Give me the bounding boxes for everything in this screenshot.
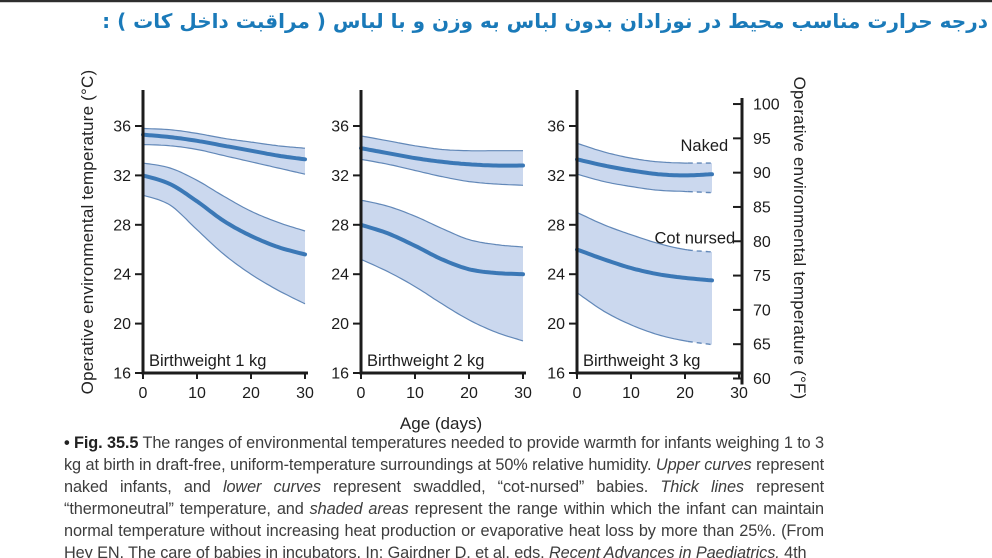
y-tick-label: 20	[547, 316, 565, 333]
thermoneutral-line-cot-nursed	[359, 222, 525, 277]
band-edge-upper-cot-nursed	[142, 162, 306, 232]
f-tick-label: 70	[753, 302, 771, 319]
band-edge-upper-naked	[360, 135, 523, 152]
caption-segment: represent “thermoneutral” temperature, a…	[64, 478, 825, 518]
band-fill-cot-nursed	[143, 163, 305, 304]
band-fill-cot-nursed	[361, 200, 523, 341]
x-tick-label: 0	[573, 385, 582, 402]
panel-title: Birthweight 1 kg	[149, 352, 266, 370]
thermoneutral-line-naked	[359, 146, 525, 168]
band-edge-upper-cot-nursed	[576, 211, 688, 251]
caption-segment: represent swaddled, “cot-nursed” babies.	[320, 478, 661, 496]
caption-segment: shaded areas	[309, 500, 409, 518]
y-tick-label: 16	[331, 366, 349, 383]
band-edge-lower-naked	[360, 158, 524, 186]
f-tick-label: 85	[753, 199, 771, 216]
f-tick-label: 80	[753, 234, 771, 251]
thermoneutral-line-cot-nursed	[575, 247, 714, 283]
f-tick-label: 100	[753, 97, 780, 114]
top-divider	[0, 0, 992, 3]
band-edge-lower-cot-nursed	[360, 258, 524, 342]
x-tick-label: 20	[242, 385, 260, 402]
caption-segment: Recent Advances in Paediatrics.	[549, 544, 780, 558]
caption-segment: Thick lines	[660, 478, 744, 496]
y-tick-label: 32	[331, 168, 349, 185]
annotation-cot-nursed: Cot nursed	[655, 229, 736, 247]
x-tick-label: 20	[460, 385, 478, 402]
thermoneutral-line-cot-nursed	[141, 173, 307, 257]
band-edge-lower-cot-nursed	[576, 292, 688, 342]
x-tick-label: 0	[139, 385, 148, 402]
chart-birthweight-3kg: 16 20 24 28 32 36 0 10 20 30 60 65 70 75 80 85 90 95 100 Na…	[547, 90, 780, 402]
f-tick-label: 90	[753, 165, 771, 182]
figure-35-5: Operative environmental temperature (°C)…	[0, 69, 992, 433]
caption-segment: • Fig. 35.5	[64, 434, 139, 452]
y-tick-label: 28	[547, 217, 565, 234]
y-tick-label: 16	[547, 366, 565, 383]
annotation-naked: Naked	[680, 137, 728, 155]
panel-title: Birthweight 2 kg	[367, 352, 484, 370]
x-tick-label: 30	[514, 385, 532, 402]
band-fill-cot-nursed	[577, 212, 712, 345]
x-tick-label: 10	[622, 385, 640, 402]
y-tick-label: 32	[547, 168, 565, 185]
f-tick-label: 60	[753, 371, 771, 388]
x-tick-label: 30	[730, 385, 748, 402]
caption-segment: The ranges of environmental temperatures…	[64, 434, 824, 474]
x-tick-label: 0	[357, 385, 366, 402]
x-tick-label: 20	[676, 385, 694, 402]
x-axis-title: Age (days)	[399, 414, 483, 433]
right-axis-label-fahrenheit: Operative environmental temperature (°F)	[790, 76, 809, 400]
left-axis-label-celsius: Operative environmental temperature (°C)	[78, 69, 97, 395]
x-tick-label: 30	[296, 385, 314, 402]
caption-segment: represent naked infants, and	[64, 456, 824, 496]
y-tick-label: 28	[331, 217, 349, 234]
band-edge-lower-naked	[576, 173, 688, 193]
thermoneutral-line-naked	[141, 132, 307, 162]
f-tick-label: 65	[753, 337, 771, 354]
band-edge-dashed-upper-cot-nursed	[687, 249, 713, 253]
band-fill-naked	[577, 143, 712, 193]
f-tick-label: 95	[753, 131, 771, 148]
y-tick-label: 24	[113, 267, 131, 284]
band-edge-lower-cot-nursed	[142, 194, 306, 305]
x-tick-label: 10	[188, 385, 206, 402]
band-edge-lower-naked	[142, 143, 306, 175]
thermoneutral-line-naked	[575, 157, 714, 178]
caption-segment: Upper curves	[655, 456, 752, 474]
band-edge-dashed-lower-naked	[687, 190, 713, 194]
y-tick-label: 36	[331, 119, 349, 136]
y-tick-label: 24	[331, 267, 349, 284]
band-edge-dashed-lower-cot-nursed	[687, 340, 713, 346]
y-tick-label: 36	[547, 119, 565, 136]
y-tick-label: 24	[547, 267, 565, 284]
f-tick-label: 75	[753, 268, 771, 285]
chart-birthweight-2kg: 16 20 24 28 32 36 0 10 20 30 Birthweight 2 kg	[331, 90, 532, 402]
caption-segment: 4th	[779, 544, 807, 558]
band-edge-upper-naked	[143, 127, 306, 149]
y-tick-label: 20	[113, 316, 131, 333]
band-edge-upper-naked	[576, 142, 688, 164]
y-tick-label: 20	[331, 316, 349, 333]
caption-segment: lower curves	[222, 478, 321, 496]
y-tick-label: 32	[113, 168, 131, 185]
chart-birthweight-1kg: 16 20 24 28 32 36 0 10 20 30 Birthweight 1 kg	[113, 90, 314, 402]
y-tick-label: 28	[113, 217, 131, 234]
caption-segment: represent the range within which the inf…	[64, 500, 824, 558]
page-title: درجه حرارت مناسب محیط در نوزادان بدون لب…	[102, 9, 988, 33]
figure-caption: • Fig. 35.5 The ranges of environmental …	[64, 432, 824, 558]
y-tick-label: 16	[113, 366, 131, 383]
band-edge-upper-cot-nursed	[360, 199, 524, 248]
x-tick-label: 10	[406, 385, 424, 402]
panel-title: Birthweight 3 kg	[583, 352, 700, 370]
y-tick-label: 36	[113, 119, 131, 136]
